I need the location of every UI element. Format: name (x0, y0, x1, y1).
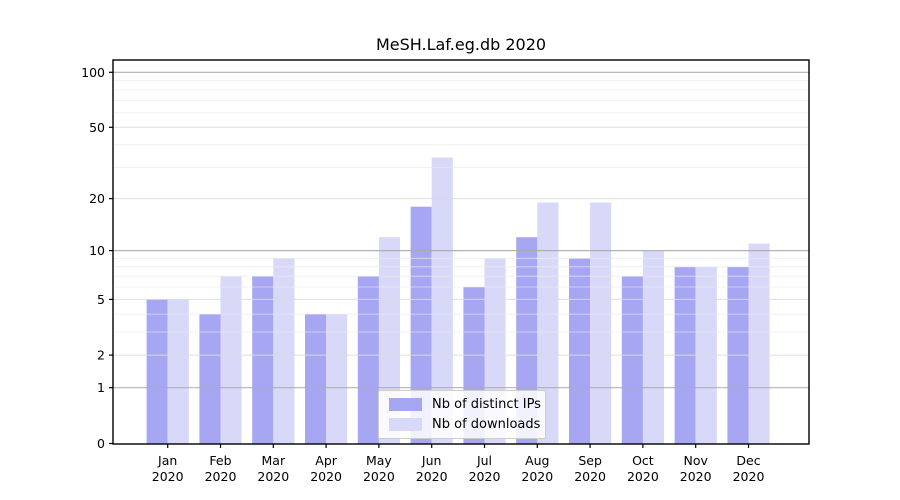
bar-distinct-ips (410, 206, 432, 444)
x-tick-label-month: Jun (421, 453, 442, 468)
x-tick-label-year: 2020 (469, 469, 501, 484)
x-tick-label-month: Jan (157, 453, 177, 468)
x-tick-label-year: 2020 (205, 469, 237, 484)
bar-distinct-ips (305, 314, 327, 444)
legend-swatch-downloads (389, 418, 422, 431)
bar-downloads (537, 202, 559, 444)
bar-downloads (326, 314, 348, 444)
bar-distinct-ips (357, 276, 379, 444)
x-tick-label-year: 2020 (363, 469, 395, 484)
x-tick-label-year: 2020 (152, 469, 184, 484)
x-tick-label-month: Aug (525, 453, 549, 468)
x-tick-label-year: 2020 (574, 469, 606, 484)
chart-title: MeSH.Laf.eg.db 2020 (375, 35, 547, 54)
legend-item-distinct-ips: Nb of distinct IPs (389, 398, 541, 411)
bar-downloads (220, 276, 242, 444)
bar-downloads (431, 157, 453, 444)
bar-downloads (590, 202, 612, 444)
x-tick-label-month: Jul (476, 453, 492, 468)
legend-label-distinct-ips: Nb of distinct IPs (432, 397, 541, 412)
axes-spine (112, 59, 810, 445)
x-tick-label-month: Oct (632, 453, 654, 468)
y-tick-label: 0 (97, 436, 105, 451)
bar-downloads (748, 243, 770, 444)
x-tick-label-month: Feb (209, 453, 231, 468)
x-tick-label-year: 2020 (257, 469, 289, 484)
bar-distinct-ips (621, 276, 643, 444)
y-tick-label: 10 (89, 243, 105, 258)
bar-distinct-ips (199, 314, 221, 444)
x-tick-label-year: 2020 (680, 469, 712, 484)
bar-downloads (273, 258, 295, 444)
x-tick-label-month: Sep (578, 453, 602, 468)
x-tick-label-month: Dec (736, 453, 760, 468)
x-tick-label-year: 2020 (627, 469, 659, 484)
bar-distinct-ips (252, 276, 274, 444)
x-tick-label-year: 2020 (733, 469, 765, 484)
bar-downloads (642, 250, 664, 444)
x-tick-label-month: Mar (262, 453, 286, 468)
legend: Nb of distinct IPs Nb of downloads (378, 390, 546, 439)
x-tick-label-year: 2020 (310, 469, 342, 484)
legend-swatch-distinct-ips (389, 398, 422, 411)
y-tick-label: 1 (97, 380, 105, 395)
bar-downloads (167, 299, 189, 444)
legend-label-downloads: Nb of downloads (432, 417, 541, 432)
x-tick-label-month: Nov (683, 453, 708, 468)
x-tick-label-month: May (366, 453, 392, 468)
bar-distinct-ips (569, 258, 591, 444)
x-tick-label-year: 2020 (416, 469, 448, 484)
y-tick-label: 50 (89, 120, 105, 135)
bar-distinct-ips (146, 299, 168, 444)
y-tick-label: 20 (89, 191, 105, 206)
legend-item-downloads: Nb of downloads (389, 418, 540, 431)
y-tick-label: 100 (81, 65, 105, 80)
x-tick-label-year: 2020 (521, 469, 553, 484)
y-tick-label: 2 (97, 348, 105, 363)
y-tick-label: 5 (97, 292, 105, 307)
x-tick-label-month: Apr (315, 453, 337, 468)
